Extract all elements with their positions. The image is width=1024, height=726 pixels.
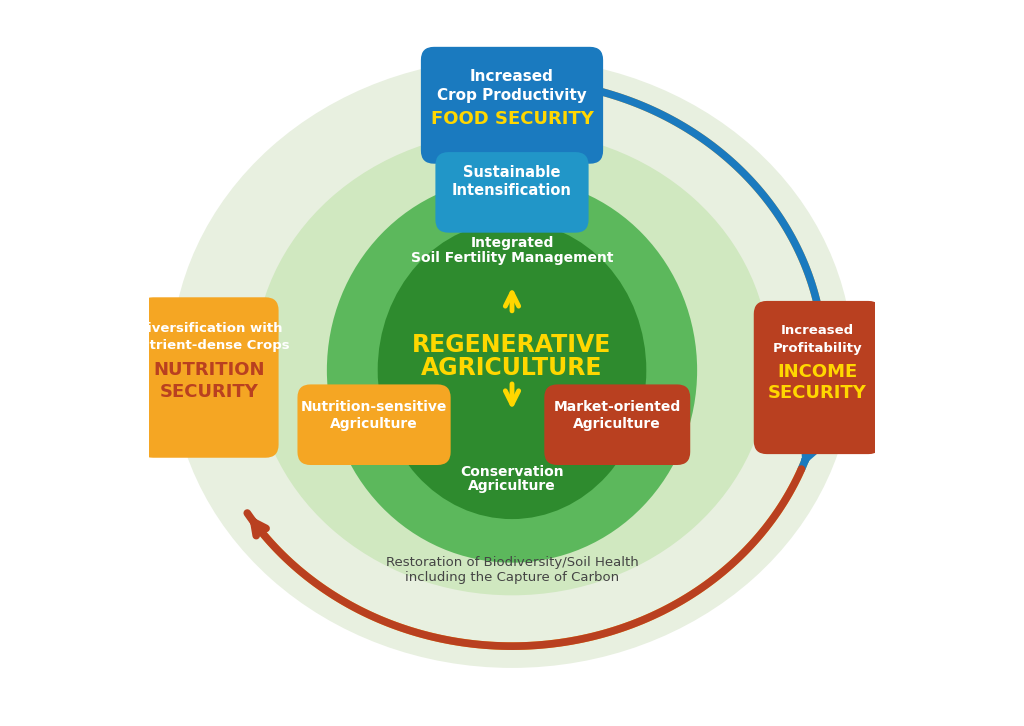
Text: NUTRITION: NUTRITION (154, 362, 265, 379)
Text: SECURITY: SECURITY (768, 385, 867, 402)
Text: Agriculture: Agriculture (573, 417, 662, 431)
FancyBboxPatch shape (297, 385, 451, 465)
Text: Restoration of Biodiversity/Soil Health
including the Capture of Carbon: Restoration of Biodiversity/Soil Health … (386, 556, 638, 584)
Text: Nutrition-sensitive: Nutrition-sensitive (301, 399, 447, 414)
Text: Soil Fertility Management: Soil Fertility Management (411, 250, 613, 265)
Text: Integrated: Integrated (470, 236, 554, 250)
Text: Conservation: Conservation (460, 465, 564, 479)
Ellipse shape (171, 58, 853, 668)
Text: REGENERATIVE: REGENERATIVE (413, 333, 611, 357)
Text: Market-oriented: Market-oriented (554, 399, 681, 414)
Text: Increased: Increased (470, 69, 554, 83)
Text: Nutrient-dense Crops: Nutrient-dense Crops (129, 339, 290, 352)
Text: Agriculture: Agriculture (468, 479, 556, 494)
Text: Sustainable: Sustainable (463, 166, 561, 180)
Text: Increased: Increased (781, 324, 854, 337)
FancyBboxPatch shape (435, 152, 589, 232)
Text: Crop Productivity: Crop Productivity (437, 89, 587, 103)
FancyBboxPatch shape (140, 298, 279, 458)
Ellipse shape (378, 221, 646, 519)
FancyBboxPatch shape (421, 46, 603, 164)
Text: INCOME: INCOME (777, 364, 858, 381)
Text: Agriculture: Agriculture (330, 417, 418, 431)
Text: AGRICULTURE: AGRICULTURE (421, 356, 603, 380)
Text: SECURITY: SECURITY (160, 383, 259, 401)
Text: Diversification with: Diversification with (136, 322, 283, 335)
Text: Intensification: Intensification (452, 183, 572, 197)
Text: Profitability: Profitability (773, 342, 862, 355)
FancyBboxPatch shape (545, 385, 690, 465)
Text: FOOD SECURITY: FOOD SECURITY (430, 110, 594, 128)
FancyBboxPatch shape (754, 301, 882, 454)
Ellipse shape (254, 131, 770, 595)
Ellipse shape (327, 178, 697, 563)
